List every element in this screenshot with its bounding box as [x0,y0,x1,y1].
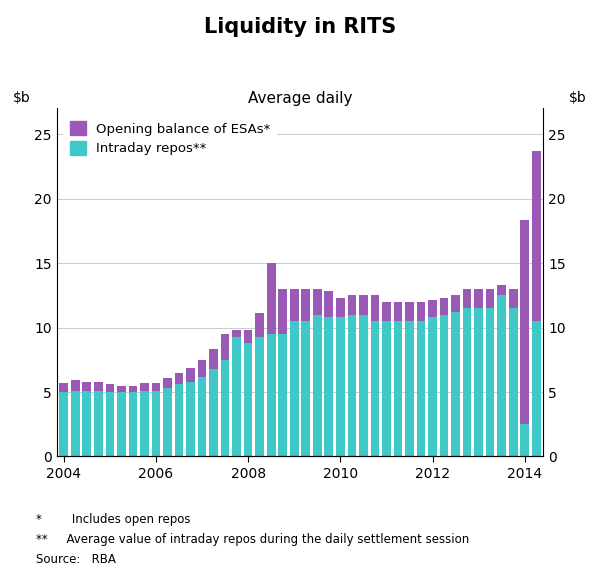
Bar [451,312,460,457]
Bar [532,321,541,457]
Bar [106,392,114,457]
Bar [278,289,287,334]
Bar [474,289,483,308]
Bar [336,317,344,457]
Bar [198,360,206,377]
Bar [198,377,206,457]
Bar [232,330,241,336]
Bar [301,321,310,457]
Bar [82,382,91,390]
Bar [509,308,518,457]
Bar [428,317,437,457]
Bar [359,295,368,315]
Bar [59,392,68,457]
Bar [163,388,172,457]
Bar [440,298,448,315]
Bar [474,308,483,457]
Bar [416,321,425,457]
Bar [359,315,368,457]
Bar [382,321,391,457]
Text: *        Includes open repos: * Includes open repos [36,513,191,526]
Bar [232,336,241,457]
Bar [256,336,264,457]
Bar [382,302,391,321]
Text: Liquidity in RITS: Liquidity in RITS [204,17,396,37]
Bar [221,360,229,457]
Bar [497,285,506,295]
Bar [152,390,160,457]
Bar [313,289,322,315]
Bar [486,289,494,308]
Bar [394,302,402,321]
Bar [394,321,402,457]
Bar [209,349,218,369]
Bar [94,382,103,390]
Bar [256,314,264,336]
Bar [128,392,137,457]
Bar [325,291,333,317]
Bar [152,383,160,390]
Bar [325,317,333,457]
Bar [267,334,275,457]
Bar [175,384,184,457]
Bar [416,302,425,321]
Bar [428,300,437,317]
Bar [371,295,379,321]
Bar [463,289,472,308]
Bar [71,390,80,457]
Bar [371,321,379,457]
Bar [244,330,253,343]
Bar [106,384,114,392]
Bar [278,334,287,457]
Bar [267,263,275,334]
Text: $b: $b [13,91,31,105]
Bar [140,390,149,457]
Bar [186,382,195,457]
Bar [186,368,195,382]
Bar [128,385,137,392]
Bar [221,334,229,360]
Bar [290,321,299,457]
Text: **     Average value of intraday repos during the daily settlement session: ** Average value of intraday repos durin… [36,533,469,546]
Bar [532,151,541,321]
Bar [336,298,344,317]
Legend: Opening balance of ESAs*, Intraday repos**: Opening balance of ESAs*, Intraday repos… [64,115,277,162]
Bar [290,289,299,321]
Bar [71,380,80,390]
Bar [244,343,253,457]
Bar [405,321,414,457]
Bar [140,383,149,390]
Bar [486,308,494,457]
Text: $b: $b [569,91,587,105]
Bar [117,385,126,392]
Bar [347,315,356,457]
Bar [520,221,529,424]
Bar [82,390,91,457]
Bar [509,289,518,308]
Bar [451,295,460,312]
Bar [405,302,414,321]
Bar [163,378,172,388]
Title: Average daily: Average daily [248,91,352,105]
Bar [440,315,448,457]
Bar [463,308,472,457]
Bar [301,289,310,321]
Bar [313,315,322,457]
Bar [520,424,529,457]
Bar [59,383,68,392]
Text: Source:   RBA: Source: RBA [36,553,116,566]
Bar [117,392,126,457]
Bar [209,369,218,457]
Bar [94,390,103,457]
Bar [347,295,356,315]
Bar [497,295,506,457]
Bar [175,373,184,384]
